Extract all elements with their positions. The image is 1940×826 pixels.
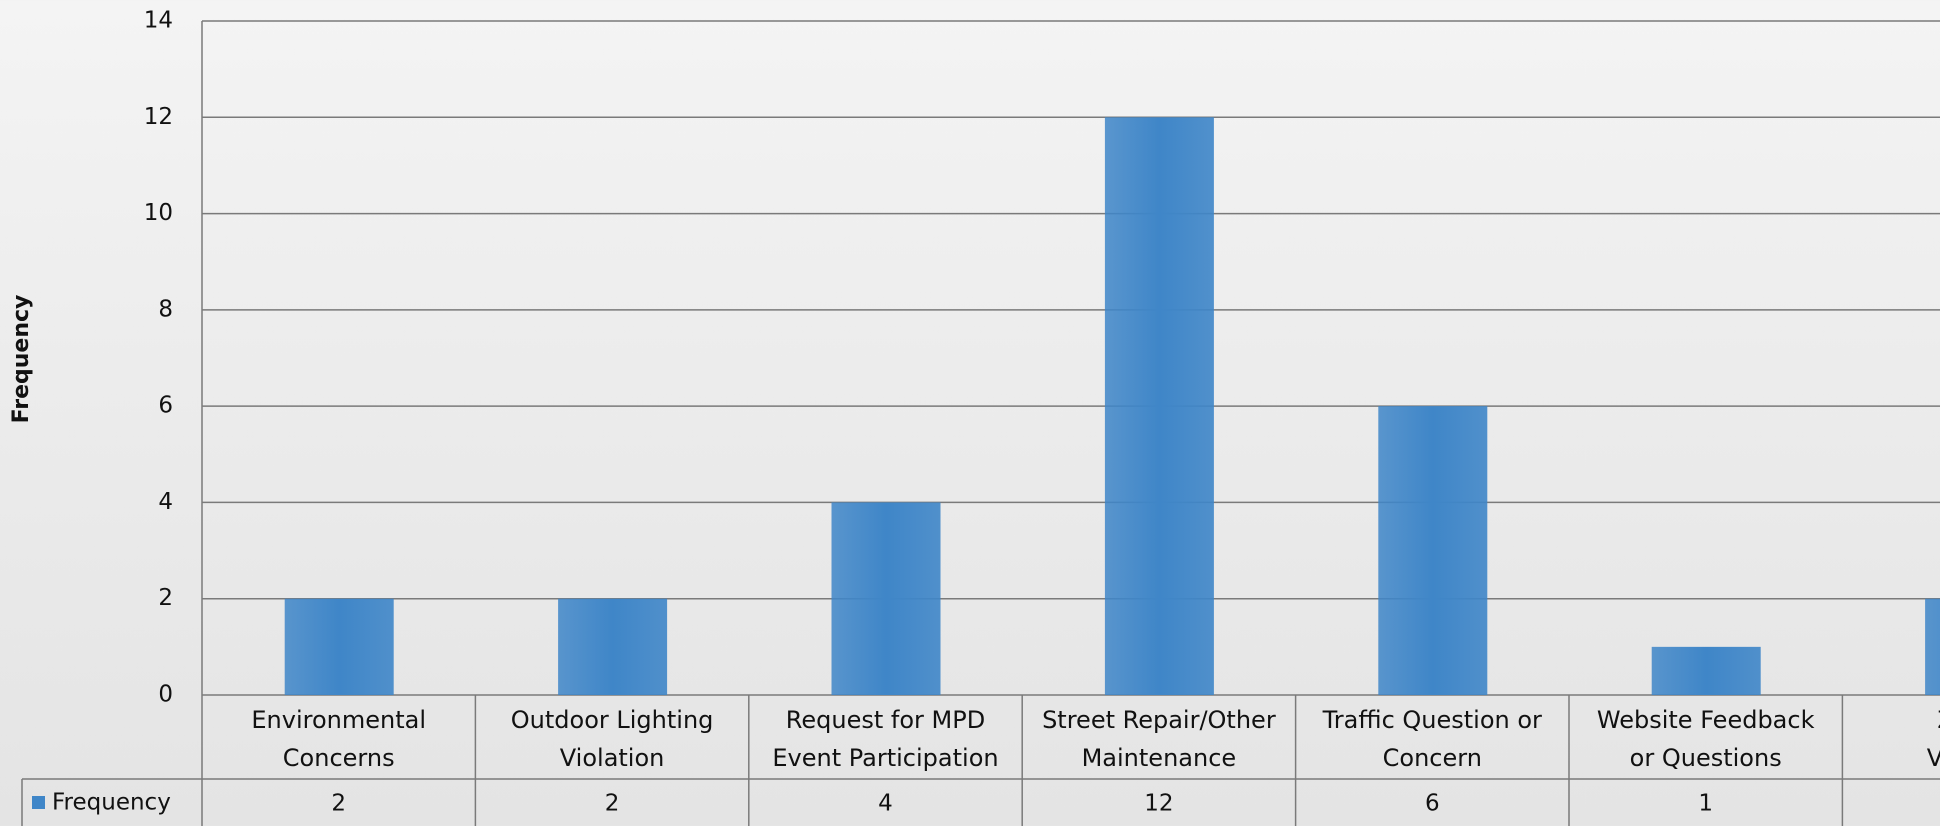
bar	[832, 502, 941, 695]
bar	[1652, 647, 1761, 695]
table-value: 6	[1425, 791, 1440, 817]
y-tick-label: 2	[158, 585, 173, 611]
table-value: 1	[1698, 791, 1713, 817]
y-tick-label: 6	[158, 393, 173, 419]
page: Frequency 02468101214Frequency22412612 (…	[0, 0, 1940, 826]
y-tick-label: 4	[158, 489, 173, 515]
y-axis-title: Frequency	[9, 295, 34, 424]
y-tick-label: 10	[144, 200, 173, 226]
x-tick-label: Outdoor Lighting Violation	[475, 701, 748, 777]
x-tick-label: Website Feedback or Questions	[1569, 701, 1842, 777]
x-tick-label: Zoning Violation	[1842, 701, 1940, 777]
legend-swatch	[32, 796, 45, 809]
x-tick-label: Traffic Question or Concern	[1296, 701, 1569, 777]
x-tick-label: Street Repair/Other Maintenance	[1022, 701, 1295, 777]
table-value: 2	[605, 791, 620, 817]
y-tick-label: 14	[144, 8, 173, 34]
bar	[1105, 117, 1214, 695]
bar	[558, 599, 667, 695]
y-tick-label: 8	[158, 296, 173, 322]
bar	[285, 599, 394, 695]
table-value: 2	[331, 791, 346, 817]
x-tick-label: Request for MPD Event Participation	[749, 701, 1022, 777]
bar	[1925, 599, 1940, 695]
table-value: 12	[1144, 791, 1173, 817]
table-value: 4	[878, 791, 893, 817]
legend-label: Frequency	[52, 790, 171, 816]
x-tick-label: Environmental Concerns	[202, 701, 475, 777]
y-tick-label: 0	[158, 682, 173, 708]
y-tick-label: 12	[144, 104, 173, 130]
bar	[1378, 406, 1487, 695]
